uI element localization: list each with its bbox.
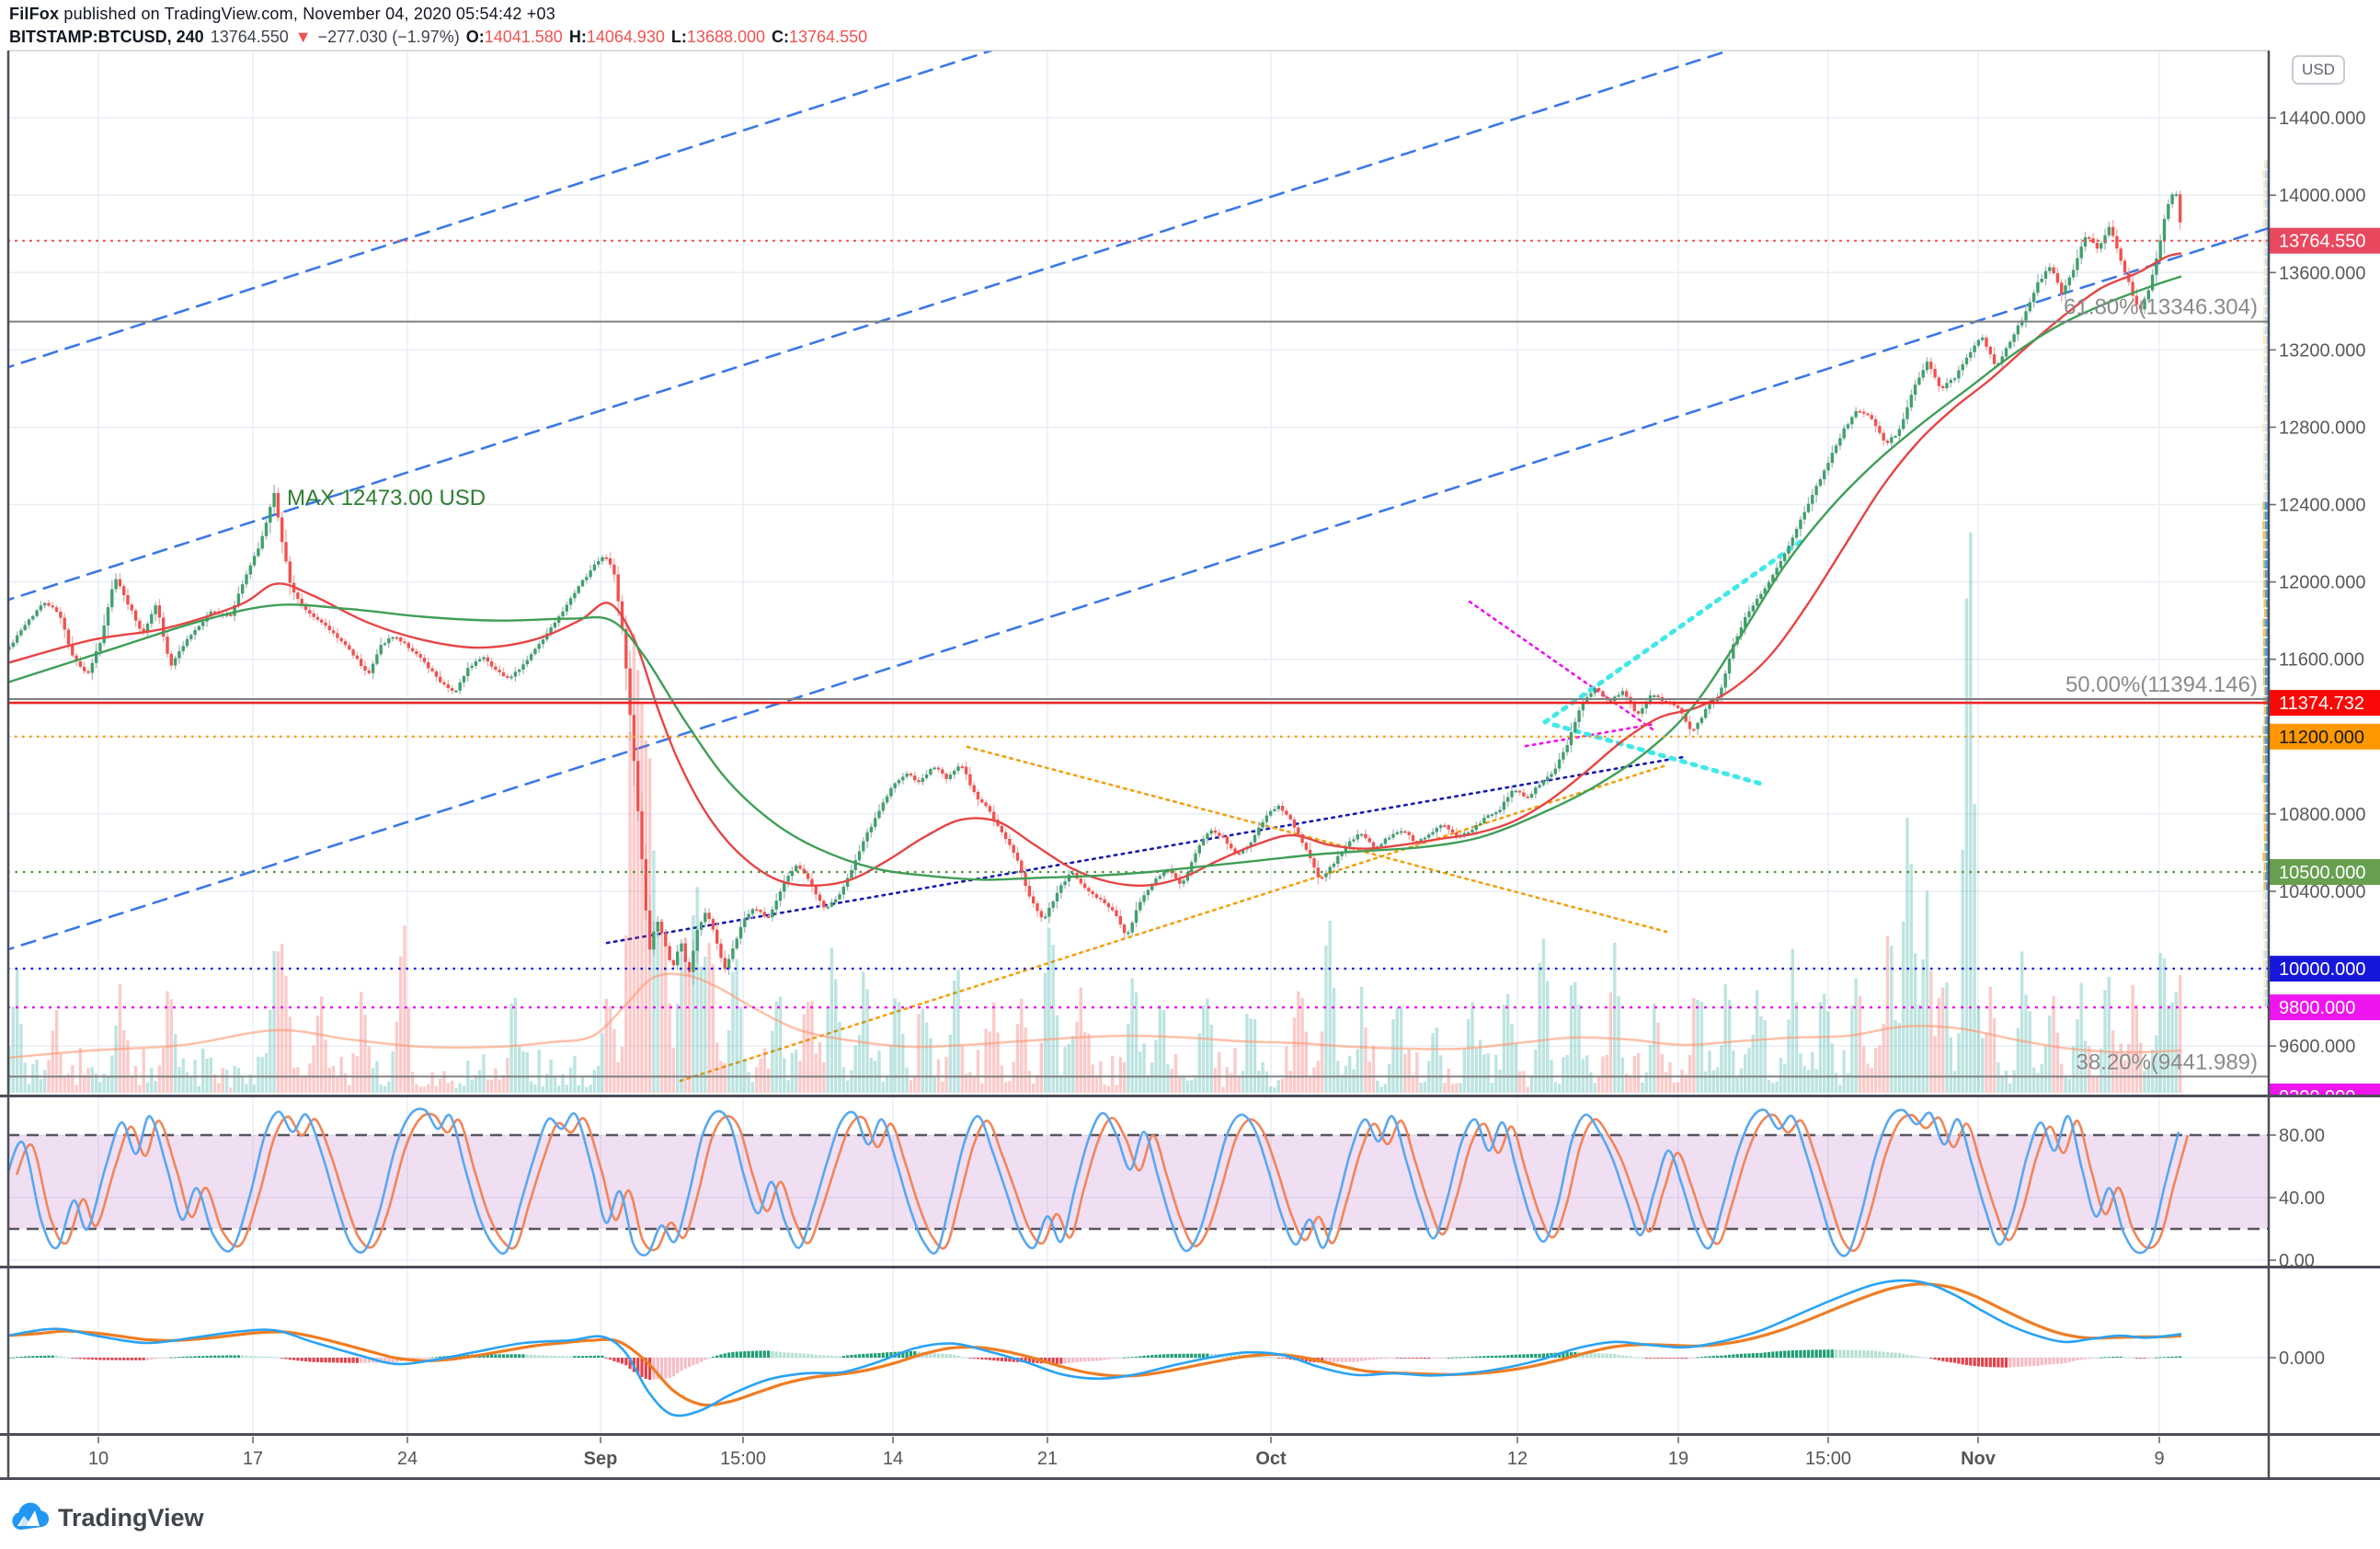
fib-label: 61.80%(13346.304) bbox=[2064, 295, 2258, 320]
macd-axis-label: 0.000 bbox=[2279, 1348, 2325, 1369]
currency-toggle-button[interactable]: USD bbox=[2292, 55, 2345, 85]
price-axis-label: 12800.000 bbox=[2279, 418, 2366, 438]
last-price: 13764.550 bbox=[210, 28, 289, 46]
time-axis-label: 9 bbox=[2154, 1449, 2164, 1469]
price-axis-label: 12400.000 bbox=[2279, 496, 2366, 516]
macd-panel bbox=[7, 1279, 2182, 1417]
ohlc-pair: H:14064.930 bbox=[568, 28, 665, 46]
byline-rest: published on TradingView.com, November 0… bbox=[59, 5, 555, 23]
panel-borders bbox=[0, 50, 2380, 1480]
fib-label: 50.00%(11394.146) bbox=[2065, 672, 2258, 697]
price-badge bbox=[2270, 956, 2380, 982]
max-price-label: MAX 12473.00 USD bbox=[287, 486, 486, 511]
stoch-axis-label: 80.00 bbox=[2279, 1126, 2325, 1146]
price-badge bbox=[2270, 859, 2380, 885]
trendlines[interactable] bbox=[0, 51, 2269, 1083]
symbol-title[interactable]: BITSTAMP:BTCUSD, 240 bbox=[9, 28, 204, 46]
price-axis-label: 14000.000 bbox=[2279, 186, 2366, 206]
macd-signal-line bbox=[8, 1282, 2182, 1407]
time-axis-label: 24 bbox=[397, 1449, 418, 1469]
macd-line bbox=[7, 1279, 2182, 1417]
price-badge-label: 10000.000 bbox=[2279, 959, 2366, 980]
price-change: −277.030 (−1.97%) bbox=[317, 28, 460, 46]
time-axis-label: 15:00 bbox=[1805, 1449, 1851, 1469]
time-axis-label: 21 bbox=[1037, 1449, 1058, 1469]
gridlines bbox=[7, 51, 2269, 1433]
price-badge bbox=[2270, 723, 2380, 750]
price-axis-label: 9600.000 bbox=[2279, 1037, 2355, 1057]
price-levels[interactable]: 61.80%(13346.304) 50.00%(11394.146) 38.20%… bbox=[7, 239, 2269, 1078]
author-name: FilFox bbox=[9, 5, 60, 23]
time-axis-label: 17 bbox=[243, 1449, 263, 1469]
price-badge-label: 11374.732 bbox=[2279, 694, 2364, 714]
time-axis-label: 19 bbox=[1668, 1449, 1688, 1469]
ohlc-pair: C:13764.550 bbox=[772, 28, 868, 46]
time-axis-label: 10 bbox=[88, 1449, 109, 1469]
symbol-legend: BITSTAMP:BTCUSD, 240 13764.550 ▼ −277.03… bbox=[9, 28, 874, 47]
tradingview-logo-text: TradingView bbox=[58, 1503, 204, 1532]
ohlc-pair: O:14041.580 bbox=[465, 28, 563, 46]
price-badge-label: 9800.000 bbox=[2279, 998, 2355, 1018]
price-axis-label: 12000.000 bbox=[2279, 573, 2366, 593]
time-axis-label: 12 bbox=[1507, 1449, 1528, 1469]
ma-fast-red-line bbox=[7, 252, 2182, 888]
time-axis[interactable]: 10 17 24 Sep 15:00 14 21 Oct 12 19 15:00 Nov 9 bbox=[88, 1437, 2165, 1469]
tradingview-logo[interactable]: TradingView bbox=[11, 1499, 204, 1536]
price-badge bbox=[2270, 994, 2380, 1021]
price-badge bbox=[2270, 1084, 2380, 1096]
stoch-k-line bbox=[7, 1107, 2180, 1257]
tradingview-cloud-icon bbox=[12, 1502, 50, 1531]
price-axis-label: 13600.000 bbox=[2279, 263, 2366, 283]
time-axis-label: Oct bbox=[1255, 1449, 1287, 1469]
stoch-d-line bbox=[15, 1112, 2190, 1252]
stochastic-panel bbox=[7, 1107, 2269, 1257]
price-axis-label: 10400.000 bbox=[2279, 882, 2366, 902]
time-axis-label: Nov bbox=[1961, 1449, 1997, 1469]
ohlc-pair: L:13688.000 bbox=[670, 28, 766, 46]
price-badge bbox=[2270, 690, 2380, 717]
volume-ma-line bbox=[7, 972, 2182, 1060]
price-badge-label: 11200.000 bbox=[2279, 728, 2364, 748]
stoch-axis-label: 40.00 bbox=[2279, 1188, 2325, 1209]
price-badge-label: 13764.550 bbox=[2279, 232, 2366, 252]
time-axis-label: 14 bbox=[883, 1449, 903, 1469]
price-axis-label: 14400.000 bbox=[2279, 109, 2366, 129]
ohlc-values: O:14041.580 H:14064.930 L:13688.000 C:13764… bbox=[466, 28, 867, 47]
volume-bars bbox=[7, 532, 2182, 1093]
down-arrow-icon: ▼ bbox=[294, 28, 312, 46]
chart-header: FilFox published on TradingView.com, Nov… bbox=[9, 5, 874, 47]
price-axis-label: 10800.000 bbox=[2279, 805, 2366, 825]
price-badge-label: 9300.000 bbox=[2279, 1087, 2355, 1107]
moving-averages bbox=[7, 252, 2182, 888]
ma-slow-green-line bbox=[7, 275, 2182, 881]
time-axis-label: 15:00 bbox=[720, 1449, 766, 1469]
candles bbox=[7, 190, 2182, 985]
price-badges: 13764.550 11374.732 11200.000 10500.000 1000… bbox=[2270, 227, 2380, 1107]
price-axis-label: 11600.000 bbox=[2279, 650, 2364, 671]
price-axis-label: 13200.000 bbox=[2279, 340, 2366, 361]
price-badge bbox=[2270, 227, 2380, 254]
time-axis-label: Sep bbox=[584, 1449, 618, 1469]
volume-profile bbox=[2262, 160, 2269, 1007]
price-badge-label: 10500.000 bbox=[2279, 863, 2366, 883]
fib-label: 38.20%(9441.989) bbox=[2077, 1050, 2258, 1074]
byline: FilFox published on TradingView.com, Nov… bbox=[9, 5, 874, 24]
